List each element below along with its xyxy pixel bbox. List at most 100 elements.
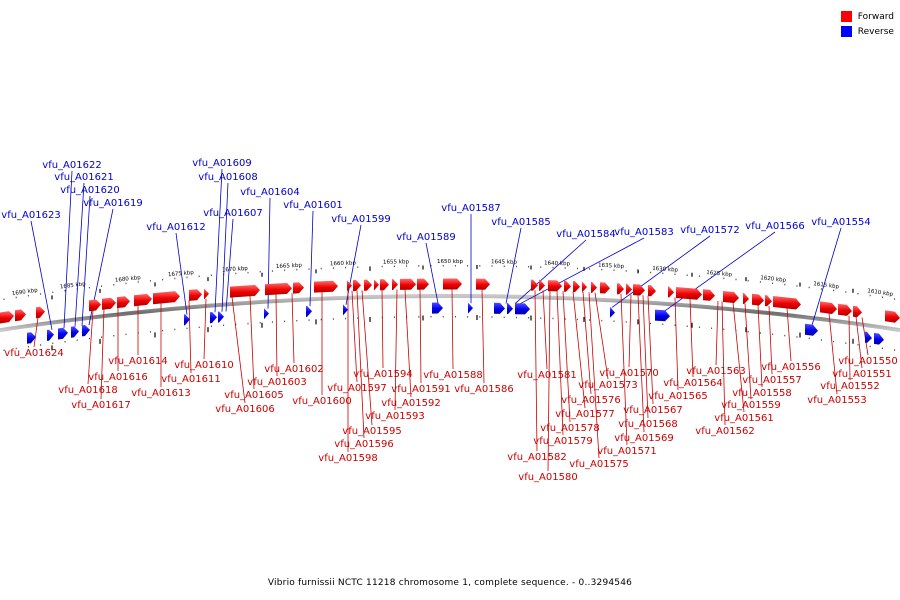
forward-gene-label[interactable]: vfu_A01577 bbox=[555, 409, 614, 420]
forward-gene-arrow[interactable] bbox=[743, 292, 749, 304]
reverse-gene-label[interactable]: vfu_A01608 bbox=[198, 172, 257, 183]
reverse-gene-arrow[interactable] bbox=[306, 305, 312, 317]
reverse-gene-arrow[interactable] bbox=[82, 325, 90, 337]
forward-gene-label[interactable]: vfu_A01610 bbox=[174, 360, 233, 371]
forward-gene-label[interactable]: vfu_A01606 bbox=[215, 404, 274, 415]
forward-gene-arrow[interactable] bbox=[265, 282, 292, 296]
forward-gene-arrow[interactable] bbox=[230, 284, 260, 298]
forward-gene-arrow[interactable] bbox=[885, 310, 900, 323]
reverse-gene-label[interactable]: vfu_A01599 bbox=[331, 214, 390, 225]
reverse-gene-label[interactable]: vfu_A01572 bbox=[680, 225, 739, 236]
forward-gene-arrow[interactable] bbox=[117, 296, 130, 309]
forward-gene-arrow[interactable] bbox=[400, 278, 416, 290]
reverse-gene-label[interactable]: vfu_A01619 bbox=[83, 198, 142, 209]
reverse-gene-arrow[interactable] bbox=[468, 302, 473, 314]
forward-gene-arrow[interactable] bbox=[353, 280, 361, 292]
forward-gene-arrow[interactable] bbox=[374, 279, 379, 291]
forward-gene-arrow[interactable] bbox=[573, 281, 580, 293]
forward-gene-arrow[interactable] bbox=[564, 280, 571, 292]
reverse-gene-arrow[interactable] bbox=[805, 323, 818, 336]
forward-gene-arrow[interactable] bbox=[204, 288, 209, 300]
forward-gene-label[interactable]: vfu_A01616 bbox=[88, 372, 147, 383]
forward-gene-arrow[interactable] bbox=[591, 281, 597, 293]
forward-gene-arrow[interactable] bbox=[189, 289, 202, 301]
reverse-gene-arrow[interactable] bbox=[210, 312, 217, 324]
forward-gene-label[interactable]: vfu_A01570 bbox=[599, 368, 658, 379]
forward-gene-arrow[interactable] bbox=[36, 306, 45, 319]
forward-gene-arrow[interactable] bbox=[820, 301, 837, 314]
reverse-gene-arrow[interactable] bbox=[184, 314, 190, 326]
forward-gene-arrow[interactable] bbox=[676, 287, 702, 300]
reverse-gene-arrow[interactable] bbox=[515, 303, 530, 315]
reverse-gene-label[interactable]: vfu_A01622 bbox=[42, 160, 101, 171]
forward-gene-label[interactable]: vfu_A01598 bbox=[318, 453, 377, 464]
forward-gene-arrow[interactable] bbox=[633, 284, 645, 296]
forward-gene-label[interactable]: vfu_A01575 bbox=[569, 459, 628, 470]
reverse-gene-arrow[interactable] bbox=[27, 332, 36, 344]
forward-gene-label[interactable]: vfu_A01591 bbox=[391, 384, 450, 395]
forward-gene-label[interactable]: vfu_A01594 bbox=[353, 369, 412, 380]
reverse-gene-label[interactable]: vfu_A01589 bbox=[396, 232, 455, 243]
forward-gene-label[interactable]: vfu_A01561 bbox=[714, 413, 773, 424]
forward-gene-label[interactable]: vfu_A01553 bbox=[807, 395, 866, 406]
forward-gene-arrow[interactable] bbox=[668, 286, 674, 298]
forward-gene-label[interactable]: vfu_A01568 bbox=[618, 419, 677, 430]
forward-gene-label[interactable]: vfu_A01576 bbox=[561, 395, 620, 406]
forward-gene-arrow[interactable] bbox=[417, 278, 429, 290]
reverse-gene-label[interactable]: vfu_A01607 bbox=[203, 208, 262, 219]
forward-gene-label[interactable]: vfu_A01605 bbox=[224, 390, 283, 401]
forward-gene-arrow[interactable] bbox=[626, 283, 632, 295]
forward-gene-label[interactable]: vfu_A01602 bbox=[264, 364, 323, 375]
forward-gene-label[interactable]: vfu_A01597 bbox=[327, 383, 386, 394]
reverse-gene-label[interactable]: vfu_A01623 bbox=[1, 210, 60, 221]
reverse-gene-arrow[interactable] bbox=[494, 302, 505, 314]
forward-gene-label[interactable]: vfu_A01563 bbox=[686, 366, 745, 377]
legend-forward[interactable]: Forward bbox=[840, 9, 894, 24]
reverse-gene-label[interactable]: vfu_A01583 bbox=[614, 227, 673, 238]
forward-gene-label[interactable]: vfu_A01569 bbox=[614, 433, 673, 444]
forward-gene-label[interactable]: vfu_A01586 bbox=[454, 384, 513, 395]
forward-gene-label[interactable]: vfu_A01552 bbox=[820, 381, 879, 392]
reverse-gene-arrow[interactable] bbox=[655, 309, 670, 322]
legend-reverse[interactable]: Reverse bbox=[840, 24, 894, 39]
forward-gene-label[interactable]: vfu_A01596 bbox=[334, 439, 393, 450]
reverse-gene-arrow[interactable] bbox=[507, 303, 513, 315]
reverse-gene-arrow[interactable] bbox=[432, 302, 443, 314]
forward-gene-label[interactable]: vfu_A01592 bbox=[381, 398, 440, 409]
forward-gene-label[interactable]: vfu_A01564 bbox=[663, 378, 722, 389]
forward-gene-label[interactable]: vfu_A01578 bbox=[540, 423, 599, 434]
reverse-gene-label[interactable]: vfu_A01601 bbox=[283, 200, 342, 211]
forward-gene-arrow[interactable] bbox=[102, 297, 116, 310]
forward-gene-label[interactable]: vfu_A01618 bbox=[58, 385, 117, 396]
forward-gene-arrow[interactable] bbox=[548, 280, 562, 292]
forward-gene-arrow[interactable] bbox=[15, 309, 26, 322]
forward-gene-arrow[interactable] bbox=[531, 279, 538, 291]
forward-gene-label[interactable]: vfu_A01613 bbox=[131, 388, 190, 399]
forward-gene-label[interactable]: vfu_A01565 bbox=[648, 391, 707, 402]
reverse-gene-label[interactable]: vfu_A01566 bbox=[745, 221, 804, 232]
forward-gene-arrow[interactable] bbox=[89, 299, 101, 312]
forward-gene-arrow[interactable] bbox=[703, 289, 715, 301]
forward-gene-arrow[interactable] bbox=[443, 278, 462, 290]
forward-gene-arrow[interactable] bbox=[0, 311, 14, 324]
reverse-gene-arrow[interactable] bbox=[264, 308, 269, 320]
forward-gene-label[interactable]: vfu_A01588 bbox=[423, 370, 482, 381]
forward-gene-label[interactable]: vfu_A01624 bbox=[4, 348, 63, 359]
forward-gene-arrow[interactable] bbox=[648, 285, 656, 297]
forward-gene-label[interactable]: vfu_A01593 bbox=[365, 411, 424, 422]
forward-gene-arrow[interactable] bbox=[293, 282, 304, 294]
forward-gene-arrow[interactable] bbox=[617, 283, 624, 295]
forward-gene-arrow[interactable] bbox=[134, 293, 152, 307]
reverse-gene-label[interactable]: vfu_A01620 bbox=[60, 185, 119, 196]
forward-gene-label[interactable]: vfu_A01571 bbox=[597, 446, 656, 457]
forward-gene-label[interactable]: vfu_A01579 bbox=[533, 436, 592, 447]
forward-gene-label[interactable]: vfu_A01600 bbox=[292, 396, 351, 407]
forward-gene-arrow[interactable] bbox=[153, 291, 180, 305]
forward-gene-arrow[interactable] bbox=[380, 279, 389, 291]
reverse-gene-label[interactable]: vfu_A01612 bbox=[146, 222, 205, 233]
forward-gene-label[interactable]: vfu_A01617 bbox=[71, 400, 130, 411]
reverse-gene-label[interactable]: vfu_A01587 bbox=[441, 203, 500, 214]
reverse-gene-arrow[interactable] bbox=[865, 331, 872, 343]
reverse-gene-label[interactable]: vfu_A01554 bbox=[811, 217, 870, 228]
forward-gene-label[interactable]: vfu_A01603 bbox=[247, 377, 306, 388]
